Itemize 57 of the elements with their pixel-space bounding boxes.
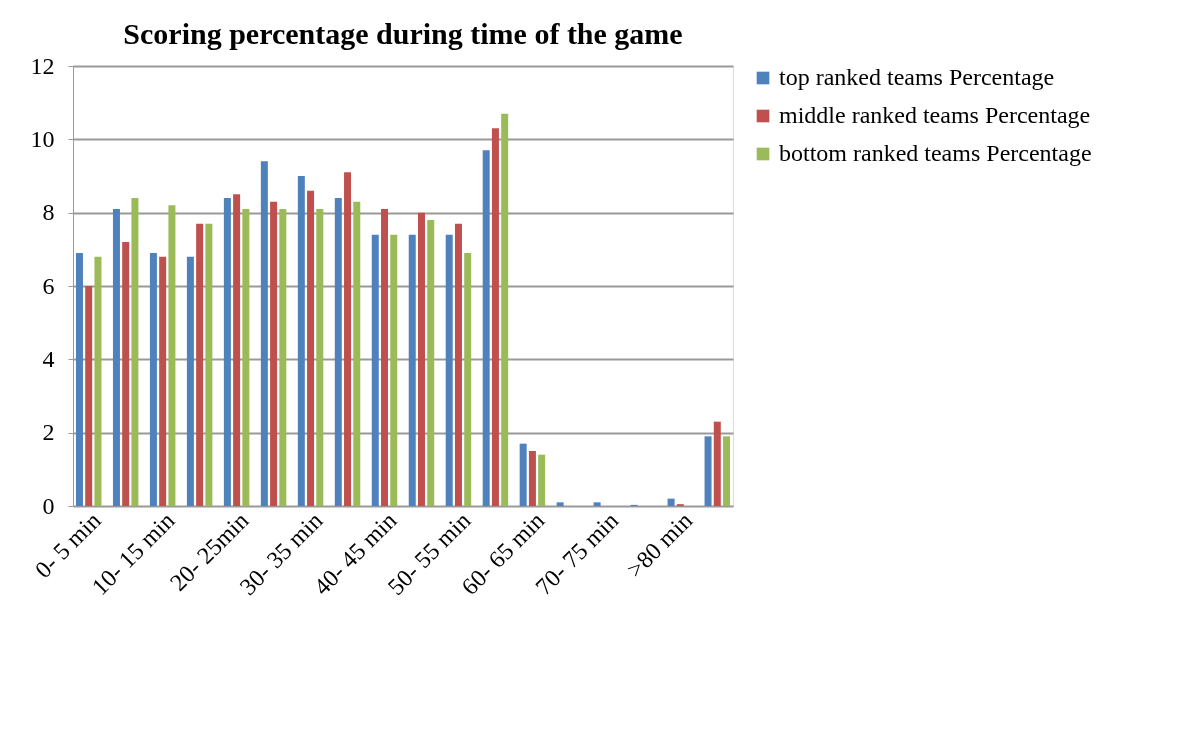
bar	[408, 234, 416, 506]
x-tick-label: >80 min	[621, 507, 698, 583]
bar	[196, 223, 204, 506]
bar	[381, 209, 389, 506]
bar	[242, 209, 250, 506]
bar	[168, 205, 176, 506]
bar	[445, 234, 453, 506]
bar	[149, 253, 157, 506]
legend-label: bottom ranked teams Percentage	[779, 140, 1092, 166]
bar	[223, 198, 231, 506]
bar	[556, 502, 564, 506]
bar	[704, 436, 712, 506]
bar	[464, 253, 472, 506]
y-tick-label: 12	[30, 52, 55, 79]
bar	[593, 502, 601, 506]
legend-label: top ranked teams Percentage	[779, 64, 1055, 90]
bar	[501, 113, 509, 506]
bar	[131, 198, 139, 506]
bar	[122, 242, 130, 506]
bar	[260, 161, 268, 506]
bar	[233, 194, 241, 506]
bar	[75, 253, 83, 506]
bar	[667, 498, 675, 506]
bar	[344, 172, 352, 506]
bar	[482, 150, 490, 506]
bar	[454, 223, 462, 506]
y-tick-label: 0	[42, 492, 55, 519]
y-tick-label: 8	[42, 199, 55, 226]
bar	[186, 256, 194, 506]
bar	[307, 190, 315, 506]
bar	[334, 198, 342, 506]
y-tick-label: 6	[42, 272, 55, 299]
legend-label: middle ranked teams Percentage	[779, 102, 1091, 128]
bar	[427, 220, 435, 506]
y-tick-label: 10	[30, 125, 55, 152]
bar	[85, 286, 93, 506]
bar	[353, 201, 361, 506]
bar	[371, 234, 379, 506]
bar	[390, 234, 398, 506]
bar	[316, 209, 324, 506]
bar	[279, 209, 287, 506]
bar	[297, 176, 305, 506]
bar	[723, 436, 731, 506]
bar	[205, 223, 213, 506]
bar	[538, 454, 546, 506]
bar	[270, 201, 278, 506]
bar	[112, 209, 120, 506]
bar	[94, 256, 102, 506]
bar	[417, 212, 425, 506]
chart-title: Scoring percentage during time of the game	[123, 17, 683, 50]
bar	[159, 256, 167, 506]
y-tick-label: 2	[42, 419, 55, 446]
bar	[528, 451, 536, 506]
bar	[519, 443, 527, 506]
bar	[491, 128, 499, 506]
y-tick-label: 4	[42, 345, 55, 372]
bar	[713, 421, 721, 506]
